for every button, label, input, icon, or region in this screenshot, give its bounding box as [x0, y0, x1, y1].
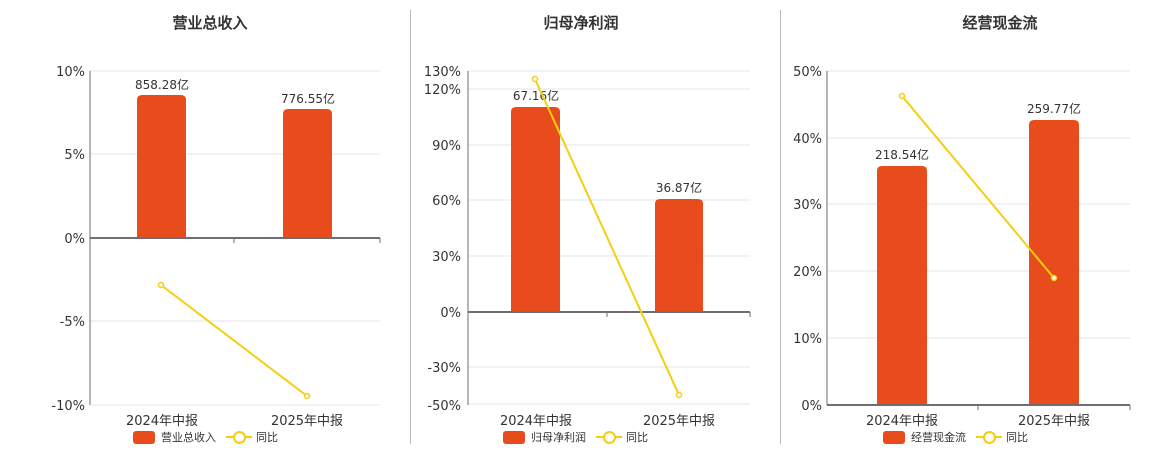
legend-line-label[interactable]: 同比 [626, 431, 648, 444]
legend-bar-label[interactable]: 营业总收入 [161, 431, 216, 444]
chart-legend: 营业总收入 同比 [133, 429, 278, 445]
y-tick-label: 20% [793, 265, 822, 280]
y-tick-label: 130% [424, 65, 461, 80]
y-tick-label: 0% [64, 232, 85, 247]
chart-legend: 经营现金流 同比 [883, 429, 1028, 445]
chart-title: 营业总收入 [172, 14, 248, 32]
y-tick-label: 120% [424, 83, 461, 98]
x-tick-label: 2024年中报 [126, 414, 198, 429]
bar-value-label: 259.77亿 [1027, 101, 1081, 116]
yoy-line [534, 78, 680, 396]
chart-legend: 归母净利润 同比 [503, 429, 648, 445]
bar-value-label: 218.54亿 [875, 147, 929, 162]
y-tick-label: 60% [432, 194, 461, 209]
chart-title: 经营现金流 [962, 14, 1038, 32]
y-tick-label: 10% [793, 332, 822, 347]
legend-bar-swatch[interactable] [503, 430, 525, 444]
yoy-point[interactable] [675, 391, 683, 399]
legend-bar-label[interactable]: 归母净利润 [531, 431, 586, 444]
y-tick-label: 30% [432, 250, 461, 265]
yoy-point[interactable] [157, 281, 165, 289]
y-tick-label: 30% [793, 198, 822, 213]
chart-panel-operating-cash-flow: 经营现金流 [781, 0, 1160, 450]
bar[interactable] [283, 109, 332, 238]
y-tick-label: 5% [64, 148, 85, 163]
panel-divider [410, 10, 411, 444]
yoy-point[interactable] [531, 75, 539, 83]
y-tick-label: 0% [440, 306, 461, 321]
legend-bar-label[interactable]: 经营现金流 [911, 431, 966, 444]
y-tick-label: -50% [427, 399, 461, 414]
x-tick-label: 2025年中报 [643, 414, 715, 429]
bar[interactable] [877, 166, 927, 405]
panel-divider [780, 10, 781, 444]
y-tick-label: 40% [793, 132, 822, 147]
y-tick-label: 10% [56, 65, 85, 80]
bar[interactable] [655, 199, 703, 312]
chart-panel-revenue: 营业总收入 10% 5% 0% -5% -10% 858.28亿 776.55亿… [0, 0, 410, 450]
y-tick-label: 0% [801, 399, 822, 414]
legend-bar-swatch[interactable] [133, 430, 155, 444]
x-tick-label: 2025年中报 [1018, 414, 1090, 429]
yoy-line [901, 95, 1055, 279]
y-tick-label: 50% [793, 65, 822, 80]
x-tick-label: 2025年中报 [271, 414, 343, 429]
y-tick-label: -30% [427, 361, 461, 376]
yoy-point[interactable] [303, 392, 311, 400]
yoy-point[interactable] [1050, 274, 1058, 282]
y-tick-label: -10% [51, 399, 85, 414]
bar-value-label: 67.16亿 [513, 88, 559, 103]
legend-line-marker-icon[interactable] [226, 431, 252, 444]
bar-value-label: 36.87亿 [656, 180, 702, 195]
bar-value-label: 776.55亿 [281, 91, 335, 106]
legend-line-marker-icon[interactable] [596, 431, 622, 444]
chart-title: 归母净利润 [543, 14, 619, 32]
legend-bar-swatch[interactable] [883, 430, 905, 444]
bar[interactable] [1029, 120, 1079, 405]
y-tick-label: -5% [60, 315, 85, 330]
x-tick-label: 2024年中报 [500, 414, 572, 429]
chart-plot: 50% 40% 30% 20% 10% 0% 218.54亿 259.77亿 2… [793, 65, 1131, 429]
legend-line-label[interactable]: 同比 [256, 431, 278, 444]
chart-panel-net-profit: 归母净利润 [411, 0, 781, 450]
legend-line-marker-icon[interactable] [976, 431, 1002, 444]
yoy-line [160, 284, 308, 397]
bar[interactable] [511, 107, 560, 312]
bar-value-label: 858.28亿 [135, 77, 189, 92]
yoy-point[interactable] [898, 92, 906, 100]
chart-plot: 130% 120% 90% 60% 30% 0% -30% -50% 67.16… [424, 65, 751, 429]
y-tick-label: 90% [432, 139, 461, 154]
bar[interactable] [137, 95, 186, 238]
legend-line-label[interactable]: 同比 [1006, 431, 1028, 444]
chart-plot: 10% 5% 0% -5% -10% 858.28亿 776.55亿 2024年… [51, 65, 381, 429]
x-tick-label: 2024年中报 [866, 414, 938, 429]
